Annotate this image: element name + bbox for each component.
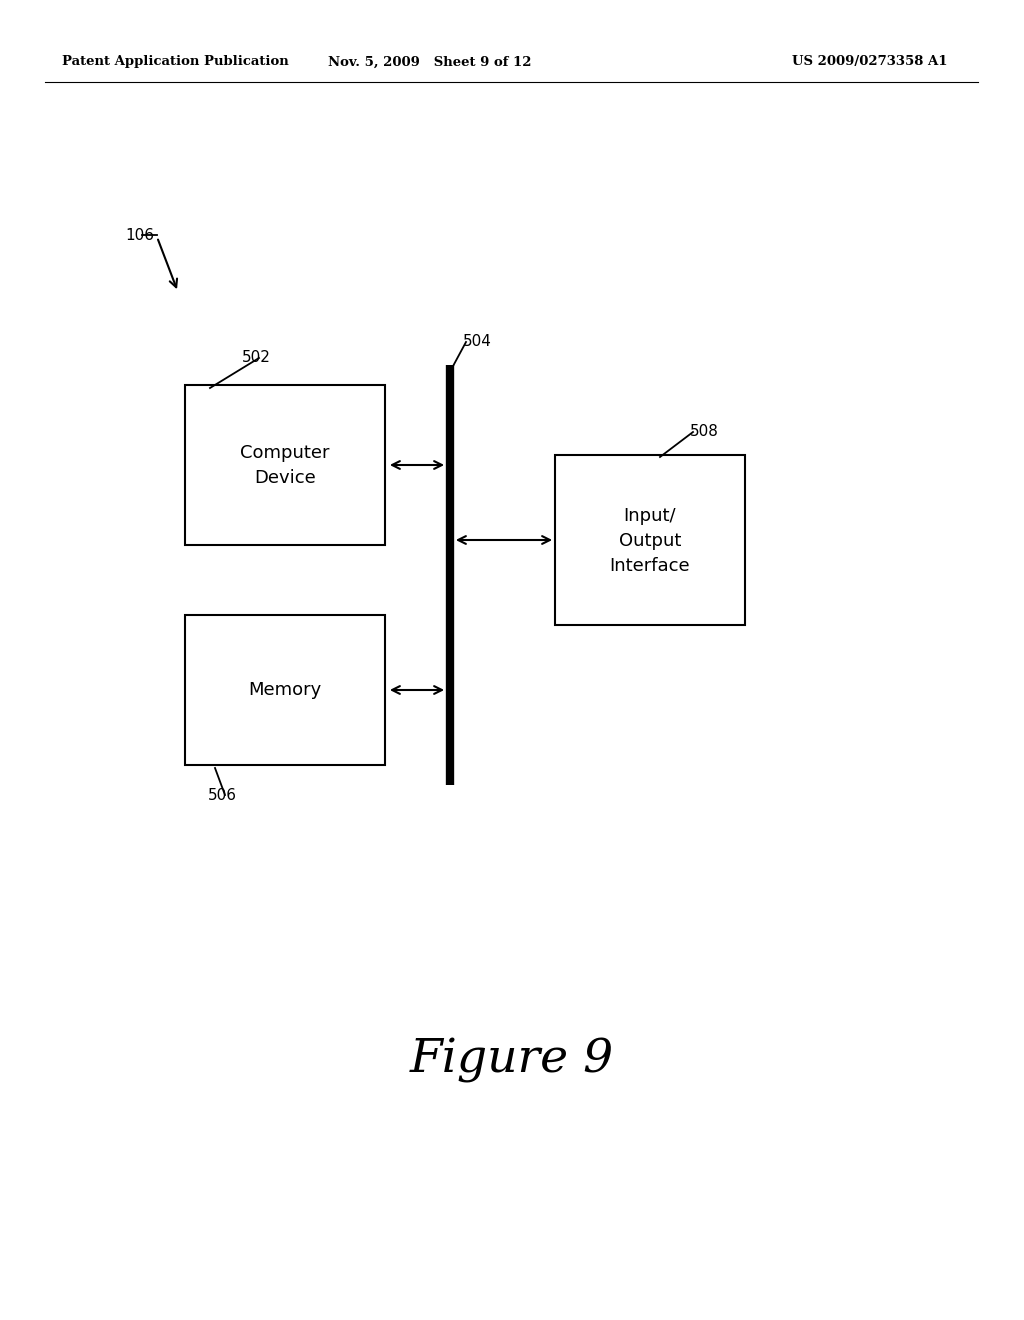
Text: 502: 502: [242, 351, 271, 366]
Text: Output: Output: [618, 532, 681, 550]
Text: 504: 504: [463, 334, 492, 350]
Text: 106: 106: [125, 227, 154, 243]
Text: Interface: Interface: [609, 557, 690, 576]
Text: Device: Device: [254, 469, 315, 487]
Text: Nov. 5, 2009   Sheet 9 of 12: Nov. 5, 2009 Sheet 9 of 12: [329, 55, 531, 69]
Text: Figure 9: Figure 9: [410, 1038, 614, 1082]
Text: US 2009/0273358 A1: US 2009/0273358 A1: [793, 55, 948, 69]
Text: Computer: Computer: [241, 444, 330, 462]
Bar: [185, 615, 385, 766]
Bar: [555, 455, 745, 624]
Bar: [185, 385, 385, 545]
Text: 508: 508: [690, 425, 719, 440]
Text: Patent Application Publication: Patent Application Publication: [62, 55, 289, 69]
Text: 506: 506: [208, 788, 237, 803]
Text: Input/: Input/: [624, 507, 676, 525]
Text: Memory: Memory: [249, 681, 322, 700]
